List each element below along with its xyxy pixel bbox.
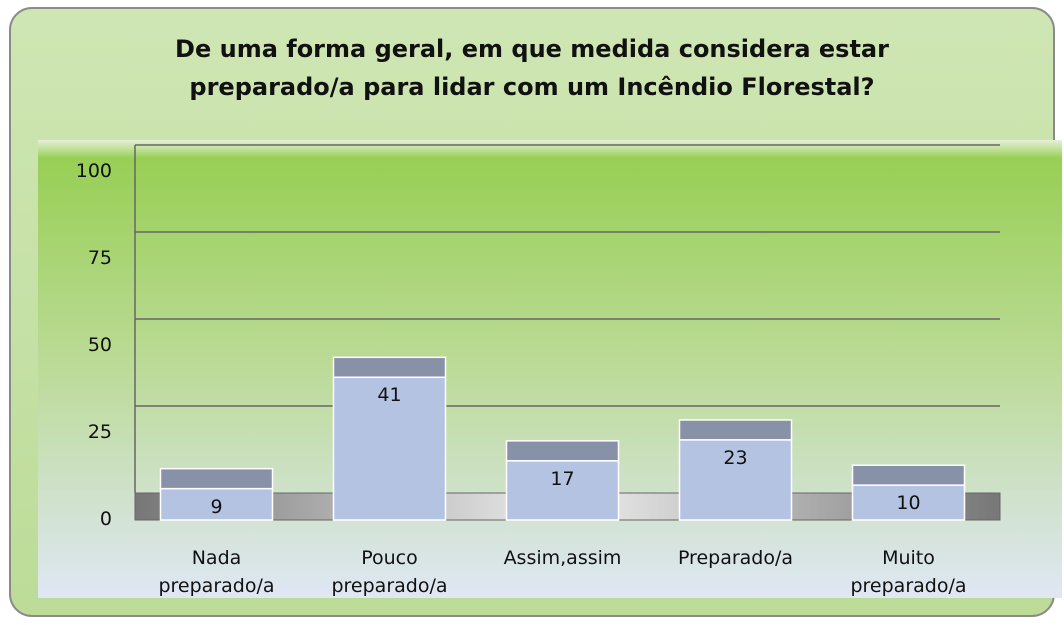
value-label: 23 <box>723 446 748 469</box>
value-label: 17 <box>550 467 575 490</box>
bar-top <box>851 464 966 486</box>
y-tick-label: 100 <box>75 160 112 182</box>
y-tick-label: 50 <box>87 334 112 356</box>
y-tick-label: 0 <box>99 508 112 530</box>
value-label: 9 <box>210 495 223 518</box>
value-label: 41 <box>377 384 402 407</box>
bar <box>505 460 620 521</box>
x-tick-label: Muito preparado/a <box>850 547 967 597</box>
bar <box>851 484 966 521</box>
bar <box>678 439 793 521</box>
y-tick-label: 25 <box>87 421 112 443</box>
bar-top <box>332 356 447 379</box>
value-label: 10 <box>896 492 921 515</box>
x-tick-label: Pouco preparado/a <box>331 547 448 597</box>
x-tick-label: Nada preparado/a <box>158 547 275 597</box>
bar-top <box>505 440 620 462</box>
bar <box>159 487 274 521</box>
bar <box>332 376 447 521</box>
y-tick-label: 75 <box>87 247 112 269</box>
bar-top <box>678 419 793 441</box>
chart-title: De uma forma geral, em que medida consid… <box>175 35 889 101</box>
x-tick-label: Preparado/a <box>677 547 794 569</box>
plot-area <box>38 140 1062 598</box>
bar-top <box>159 467 274 490</box>
x-tick-label: Assim,assim <box>503 547 622 569</box>
